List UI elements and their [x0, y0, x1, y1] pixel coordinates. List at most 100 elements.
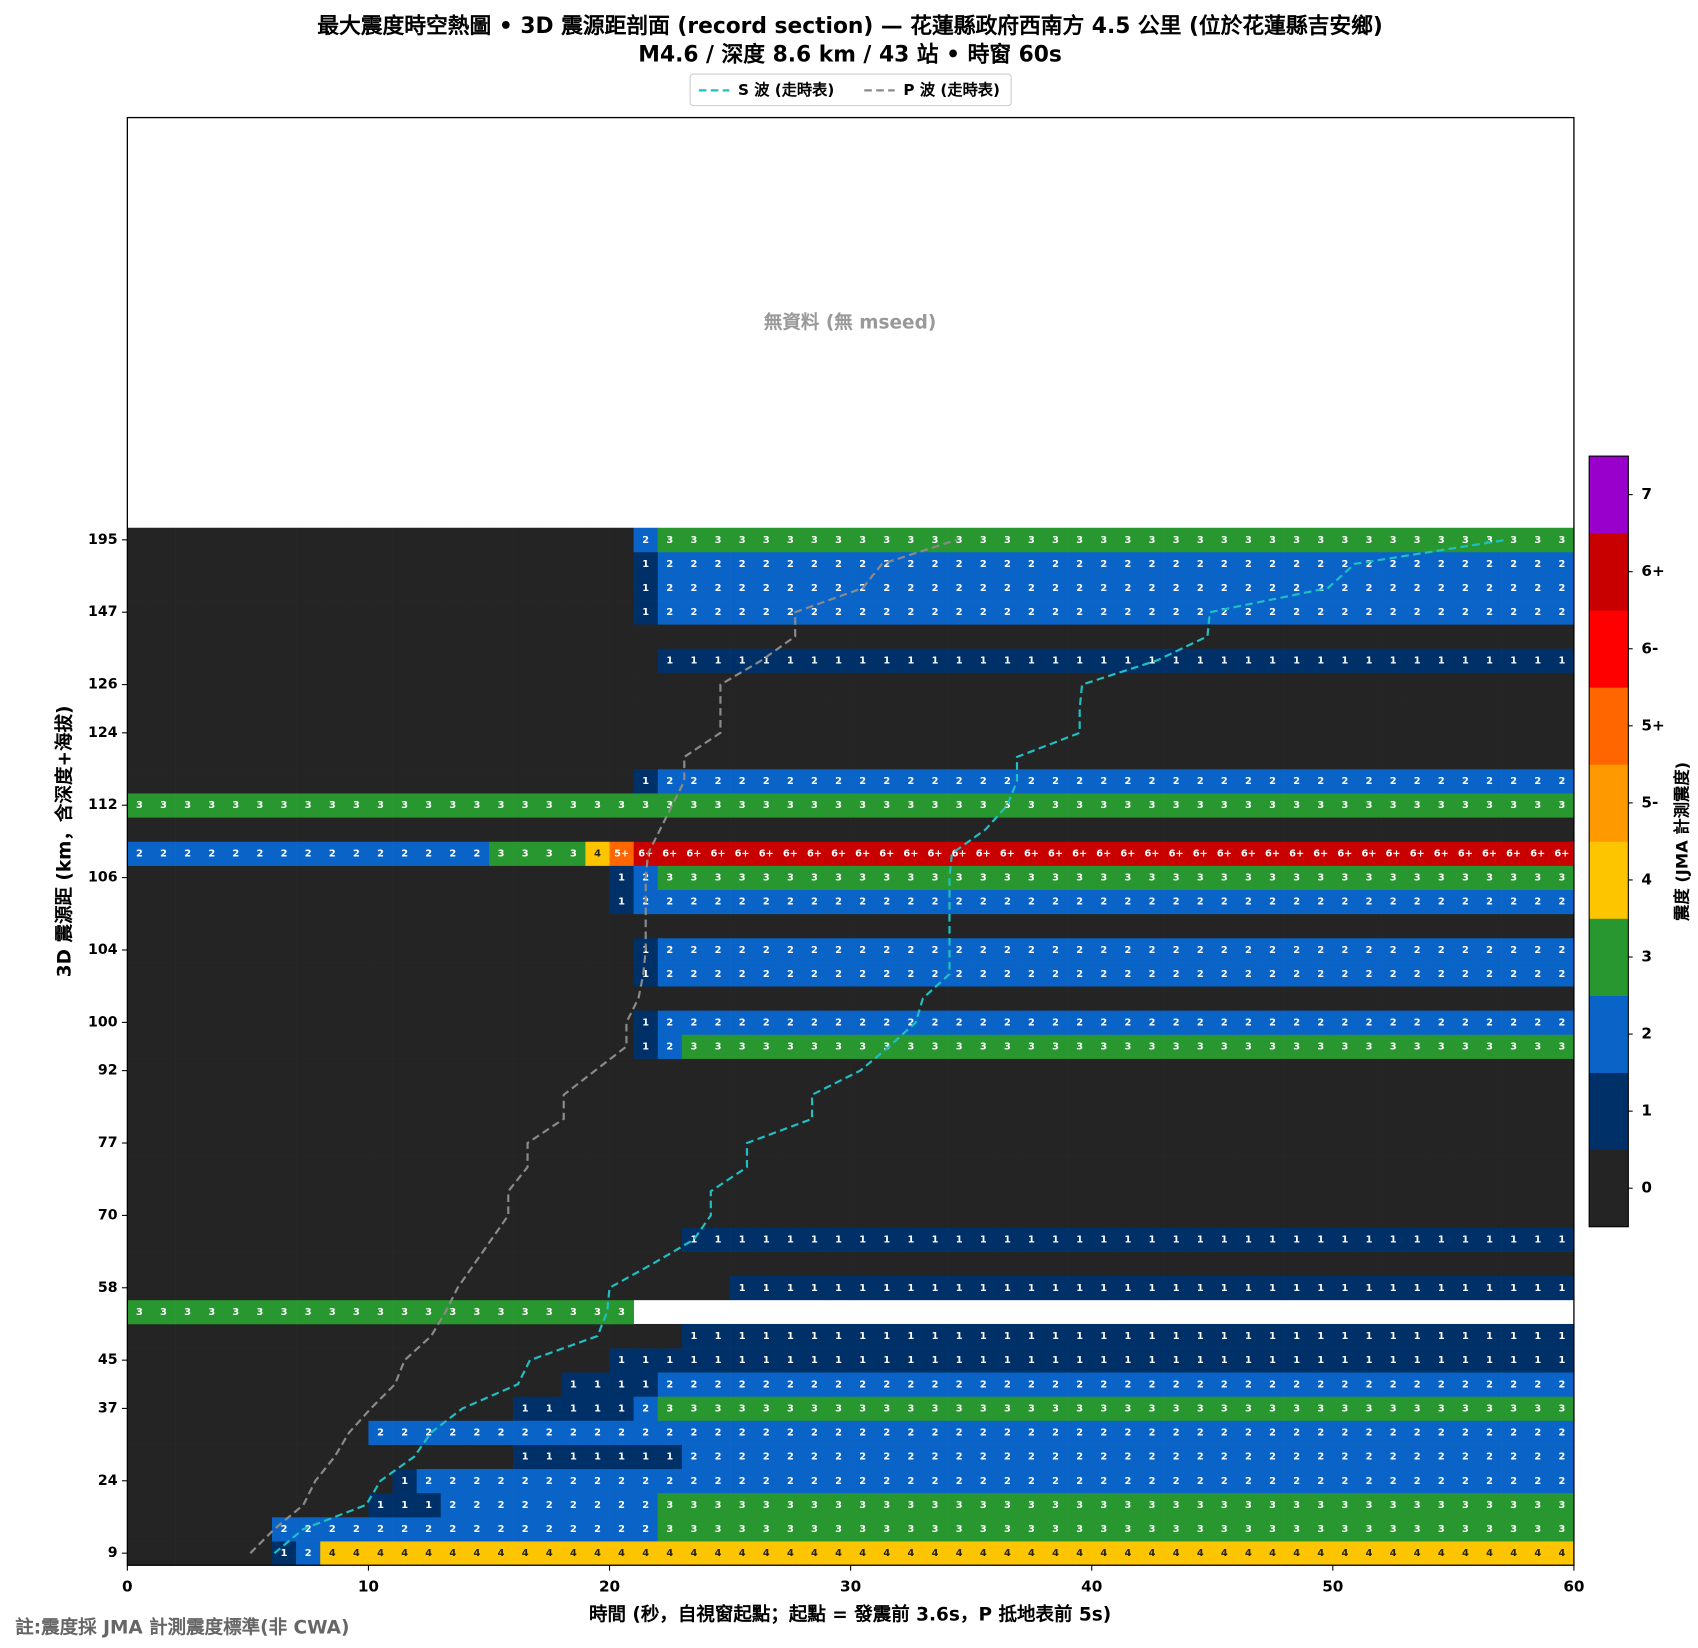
- heatmap-cell: [199, 600, 225, 625]
- cell-label: 3: [353, 1307, 360, 1318]
- heatmap-cell: [995, 1492, 1020, 1518]
- heatmap-cell: [947, 624, 972, 649]
- cell-label: 2: [715, 776, 722, 787]
- heatmap-cell: [488, 1155, 514, 1180]
- heatmap-cell: [416, 1348, 442, 1373]
- heatmap-cell: [1381, 1251, 1406, 1277]
- heatmap-cell: [1453, 1444, 1478, 1470]
- heatmap-cell: [199, 1348, 225, 1373]
- heatmap-cell: [802, 913, 827, 939]
- heatmap-cell: [754, 1468, 779, 1494]
- heatmap-cell: [513, 1227, 538, 1252]
- heatmap-cell: [1308, 769, 1334, 794]
- cell-label: 2: [980, 607, 987, 618]
- heatmap-cell: [754, 769, 779, 794]
- heatmap-cell: [1332, 1541, 1358, 1566]
- cell-label: 6+: [686, 848, 701, 859]
- heatmap-cell: [1164, 841, 1189, 866]
- cell-label: 2: [594, 1524, 601, 1535]
- cell-label: 2: [1438, 1379, 1445, 1390]
- heatmap-cell: [585, 624, 610, 649]
- heatmap-cell: [440, 600, 466, 625]
- heatmap-cell: [151, 576, 176, 601]
- heatmap-cell: [392, 1058, 417, 1084]
- heatmap-cell: [392, 648, 417, 673]
- heatmap-cell: [296, 1034, 321, 1059]
- cell-label: 2: [1341, 945, 1348, 956]
- heatmap-cell: [1019, 865, 1044, 890]
- heatmap-cell: [995, 1227, 1020, 1252]
- cell-label: 2: [1269, 945, 1276, 956]
- cell-label: 2: [642, 535, 649, 546]
- heatmap-cell: [1332, 624, 1358, 649]
- heatmap-cell: [1356, 1372, 1382, 1397]
- heatmap-cell: [296, 1106, 321, 1132]
- heatmap-cell: [1332, 1251, 1358, 1277]
- heatmap-cell: [971, 1420, 996, 1445]
- heatmap-cell: [247, 600, 273, 625]
- heatmap-cell: [464, 1106, 490, 1132]
- colorbar-segment: [1589, 995, 1629, 1073]
- cell-label: 2: [859, 1017, 866, 1028]
- heatmap-cell: [1164, 1492, 1189, 1518]
- heatmap-cell: [971, 865, 996, 890]
- heatmap-cell: [1067, 648, 1093, 673]
- cell-label: 1: [1173, 1331, 1180, 1342]
- cell-label: 2: [1028, 969, 1035, 980]
- cell-label: 4: [449, 1548, 456, 1559]
- heatmap-cell: [344, 913, 369, 939]
- heatmap-cell: [247, 841, 273, 866]
- heatmap-cell: [1429, 600, 1454, 625]
- heatmap-cell: [1477, 1541, 1502, 1566]
- heatmap-cell: [850, 817, 876, 842]
- heatmap-cell: [778, 937, 803, 963]
- heatmap-cell: [657, 1323, 683, 1349]
- heatmap-cell: [1115, 1034, 1141, 1059]
- heatmap-cell: [922, 1372, 948, 1397]
- heatmap-cell: [416, 624, 442, 649]
- heatmap-cell: [537, 1299, 562, 1325]
- heatmap-cell: [971, 986, 996, 1011]
- cell-label: 3: [1341, 1041, 1348, 1052]
- heatmap-cell: [440, 793, 466, 818]
- heatmap-cell: [778, 1492, 803, 1518]
- heatmap-cell: [754, 937, 779, 963]
- heatmap-cell: [1405, 1444, 1430, 1470]
- cell-label: 3: [522, 848, 529, 859]
- heatmap-cell: [1381, 1275, 1406, 1301]
- heatmap-cell: [392, 817, 417, 842]
- cell-label: 2: [1317, 969, 1324, 980]
- heatmap-cell: [1067, 1323, 1093, 1349]
- heatmap-cell: [1212, 1275, 1237, 1301]
- heatmap-cell: [1501, 576, 1527, 601]
- y-tick-label: 147: [88, 604, 118, 620]
- cell-label: 2: [377, 1524, 384, 1535]
- heatmap-cell: [1043, 793, 1068, 818]
- cell-label: 2: [787, 559, 794, 570]
- heatmap-cell: [874, 600, 900, 625]
- cell-label: 2: [908, 945, 915, 956]
- heatmap-cell: [175, 624, 201, 649]
- heatmap-cell: [416, 1203, 442, 1228]
- heatmap-cell: [1188, 1468, 1213, 1494]
- heatmap-cell: [1115, 793, 1141, 818]
- heatmap-cell: [440, 1155, 466, 1180]
- heatmap-cell: [1284, 1227, 1310, 1252]
- heatmap-cell: [1356, 793, 1382, 818]
- heatmap-cell: [1453, 1082, 1478, 1108]
- cell-label: 3: [1173, 1524, 1180, 1535]
- heatmap-cell: [1429, 1396, 1454, 1421]
- heatmap-cell: [1188, 1106, 1213, 1132]
- heatmap-cell: [1284, 1348, 1310, 1373]
- heatmap-cell: [416, 720, 442, 746]
- heatmap-cell: [1381, 1058, 1406, 1084]
- x-tick-label: 0: [122, 1578, 133, 1596]
- heatmap-cell: [1212, 527, 1237, 553]
- heatmap-cell: [537, 744, 562, 770]
- heatmap-cell: [1284, 1203, 1310, 1228]
- cell-label: 1: [1197, 1283, 1204, 1294]
- heatmap-cell: [440, 1058, 466, 1084]
- heatmap-cell: [898, 1106, 924, 1132]
- heatmap-cell: [1477, 576, 1502, 601]
- heatmap-cell: [247, 913, 273, 939]
